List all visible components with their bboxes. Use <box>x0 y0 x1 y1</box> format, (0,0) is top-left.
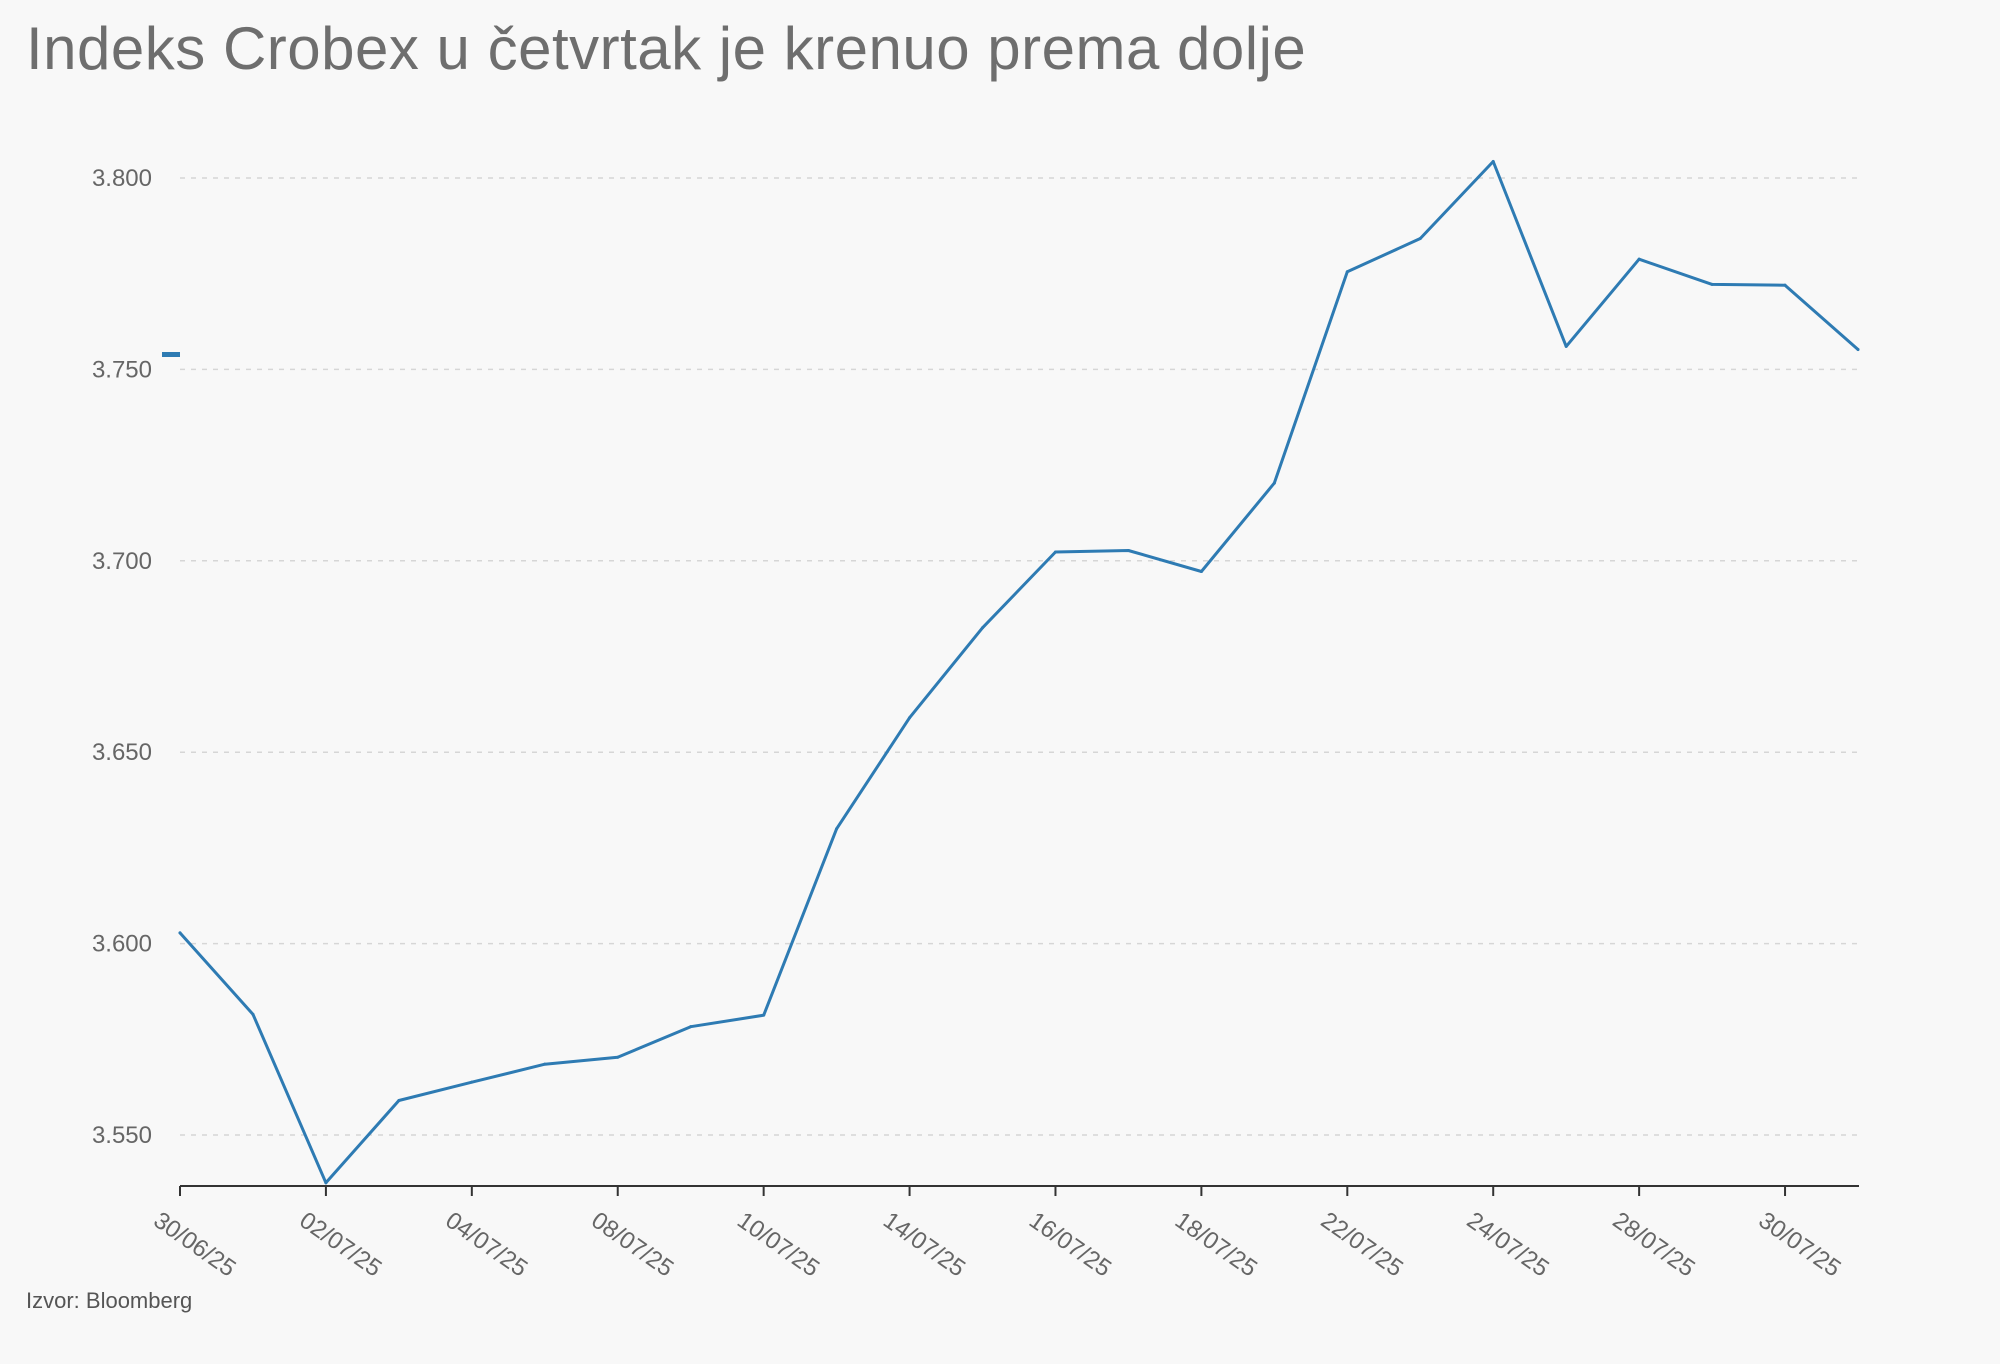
data-point <box>1418 236 1422 240</box>
data-point <box>470 1080 474 1084</box>
data-point <box>1491 160 1495 164</box>
source-note: Izvor: Bloomberg <box>26 1288 193 1313</box>
chart-title: Indeks Crobex u četvrtak je krenuo prema… <box>26 15 1307 82</box>
data-point <box>324 1181 328 1185</box>
data-point <box>1199 570 1203 574</box>
data-point <box>908 716 912 720</box>
x-tick-label: 16/07/25 <box>1024 1207 1116 1283</box>
data-point <box>1126 548 1130 552</box>
x-tick-label: 24/07/25 <box>1462 1207 1554 1283</box>
data-point <box>1856 347 1860 351</box>
series-line <box>178 160 1860 1185</box>
data-point <box>1637 257 1641 261</box>
y-tick-label: 3.750 <box>92 356 152 383</box>
data-point <box>1710 282 1714 286</box>
x-tick-label: 10/07/25 <box>732 1207 824 1283</box>
x-tick-label: 08/07/25 <box>586 1207 678 1283</box>
x-tick-label: 04/07/25 <box>440 1207 532 1283</box>
y-tick-label: 3.550 <box>92 1122 152 1149</box>
y-tick-label: 3.700 <box>92 548 152 575</box>
x-tick-label: 22/07/25 <box>1316 1207 1408 1283</box>
x-tick-label: 02/07/25 <box>294 1207 386 1283</box>
x-tick-label: 28/07/25 <box>1608 1207 1700 1283</box>
y-tick-label: 3.650 <box>92 739 152 766</box>
x-tick-label: 14/07/25 <box>878 1207 970 1283</box>
x-tick-label: 18/07/25 <box>1170 1207 1262 1283</box>
data-point <box>1053 550 1057 554</box>
data-point <box>397 1099 401 1103</box>
data-point <box>1345 270 1349 274</box>
data-point <box>1272 481 1276 485</box>
data-point <box>1564 344 1568 348</box>
y-axis: 3.550 3.600 3.650 3.700 3.750 3.800 <box>92 165 152 1149</box>
x-tick-label: 30/07/25 <box>1754 1207 1846 1283</box>
grid-lines <box>180 177 1862 1136</box>
data-point <box>981 626 985 630</box>
data-point <box>178 931 182 935</box>
data-point <box>251 1012 255 1016</box>
data-point <box>762 1013 766 1017</box>
data-points <box>178 160 1860 1185</box>
data-point <box>543 1062 547 1066</box>
data-point <box>835 827 839 831</box>
y-tick-label: 3.600 <box>92 931 152 958</box>
y-tick-label: 3.800 <box>92 165 152 192</box>
x-tick-label: 30/06/25 <box>149 1207 241 1283</box>
data-point <box>616 1055 620 1059</box>
data-point <box>689 1025 693 1029</box>
x-axis: 30/06/25 02/07/25 04/07/25 08/07/25 10/07/25… <box>149 1186 1846 1282</box>
legend-marker <box>162 352 180 357</box>
data-point <box>1783 283 1787 287</box>
